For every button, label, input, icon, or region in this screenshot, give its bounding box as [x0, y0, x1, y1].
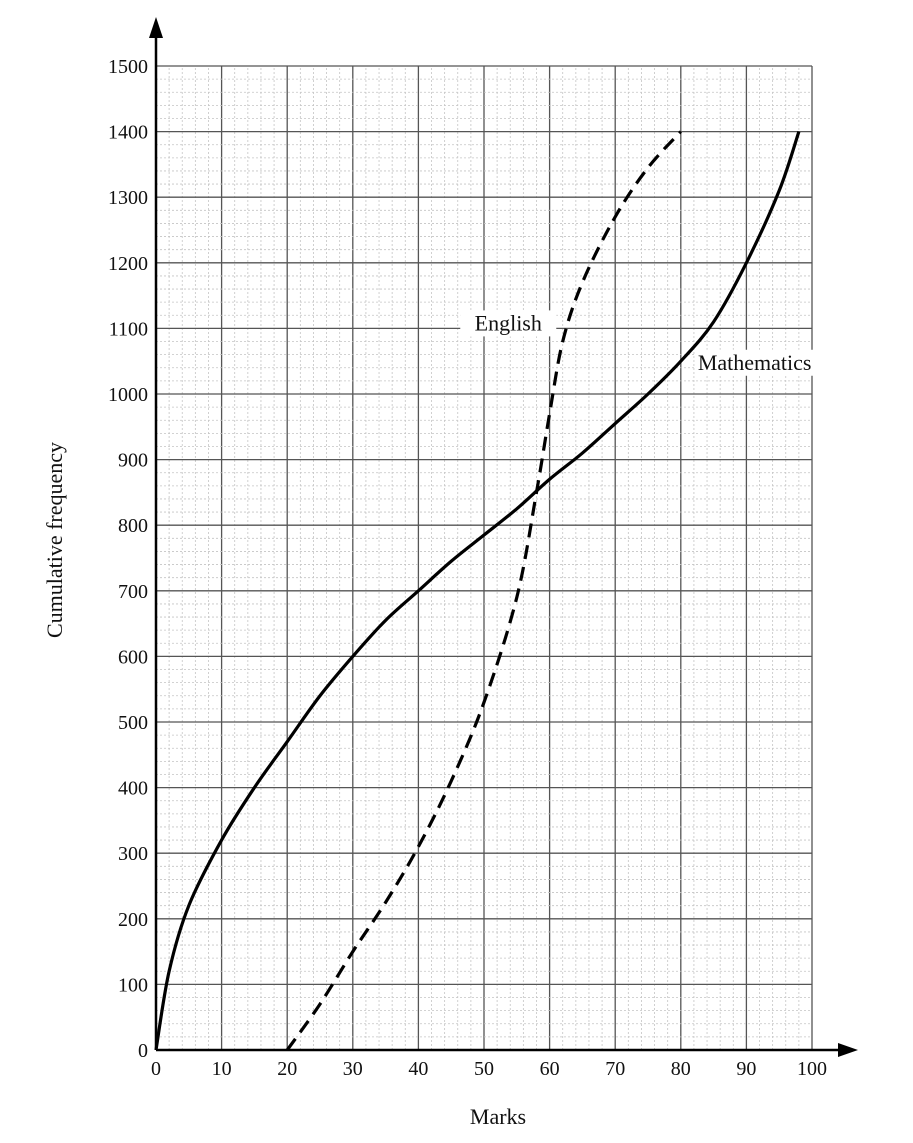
y-tick-label: 1100	[109, 318, 148, 340]
y-tick-label: 600	[118, 646, 148, 668]
series-label-english: English	[475, 310, 542, 335]
grid	[155, 65, 813, 1051]
x-axis-arrow	[838, 1043, 858, 1057]
series-labels: English Mathematics	[460, 310, 841, 376]
x-tick-label: 80	[671, 1058, 691, 1080]
y-tick-label: 800	[118, 515, 148, 537]
series-line-mathematics	[154, 131, 801, 1051]
y-tick-label: 500	[118, 712, 148, 734]
x-tick-label: 90	[736, 1058, 756, 1080]
x-axis-title: Marks	[470, 1104, 526, 1129]
y-axis-title: Cumulative frequency	[42, 442, 67, 638]
y-tick-label: 400	[118, 778, 148, 800]
y-tick-label: 200	[118, 909, 148, 931]
x-tick-label: 20	[277, 1058, 297, 1080]
mathematics-label-background	[695, 349, 841, 376]
tick-labels: 0 10 20 30 40 50 60 70 80 90 100010020030040050060…	[108, 56, 827, 1080]
x-tick-label: 40	[408, 1058, 428, 1080]
y-tick-label: 1300	[108, 187, 148, 209]
x-tick-label: 30	[343, 1058, 363, 1080]
x-tick-label: 50	[474, 1058, 494, 1080]
y-axis-arrow	[149, 17, 163, 38]
x-tick-label: 10	[212, 1058, 232, 1080]
y-tick-label: 300	[118, 843, 148, 865]
series-label-mathematics: Mathematics	[698, 350, 812, 375]
x-tick-label: 60	[540, 1058, 560, 1080]
x-tick-label: 70	[605, 1058, 625, 1080]
series-line-english	[285, 130, 682, 1051]
y-tick-label: 900	[118, 450, 148, 472]
series-layer	[154, 130, 801, 1051]
y-tick-label: 0	[138, 1040, 148, 1062]
english-label-background	[460, 310, 557, 337]
y-tick-label: 700	[118, 581, 148, 603]
y-tick-label: 1500	[108, 56, 148, 78]
y-tick-label: 1200	[108, 253, 148, 275]
y-tick-label: 1400	[108, 122, 148, 144]
y-tick-label: 1000	[108, 384, 148, 406]
x-tick-label: 100	[797, 1058, 827, 1080]
axes	[149, 17, 858, 1057]
y-tick-label: 100	[118, 974, 148, 996]
x-tick-label: 0	[151, 1058, 161, 1080]
